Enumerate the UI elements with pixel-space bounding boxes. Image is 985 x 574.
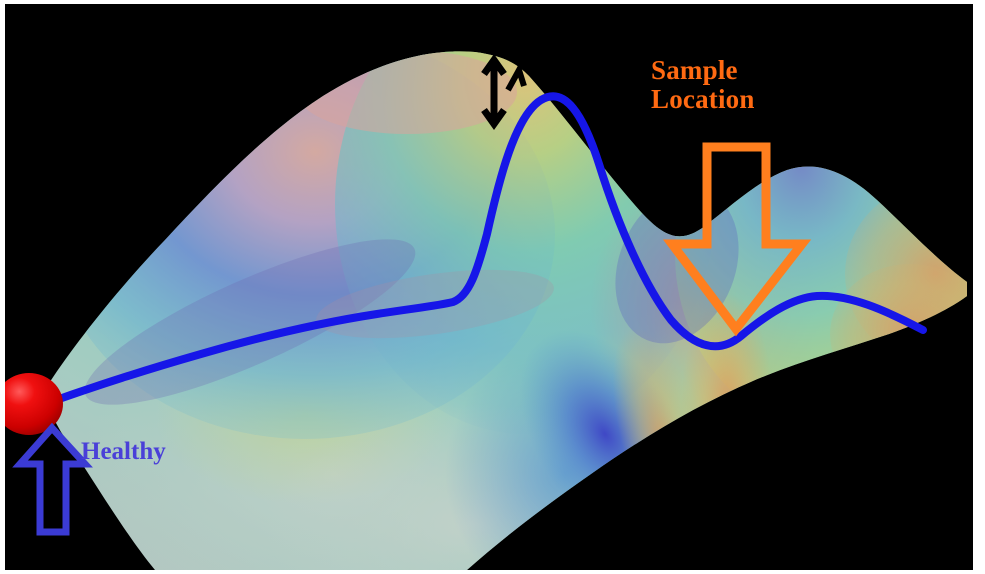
plot-canvas: Sample Location Healthy bbox=[5, 4, 973, 570]
healthy-arrow bbox=[12, 422, 93, 536]
sample-location-arrow bbox=[662, 142, 812, 337]
barrier-height-marker bbox=[481, 53, 527, 131]
energy-landscape-surface bbox=[5, 51, 967, 570]
annotation-overlay bbox=[12, 53, 812, 536]
trajectory-path bbox=[41, 92, 927, 408]
state-ball-marker bbox=[5, 373, 63, 435]
